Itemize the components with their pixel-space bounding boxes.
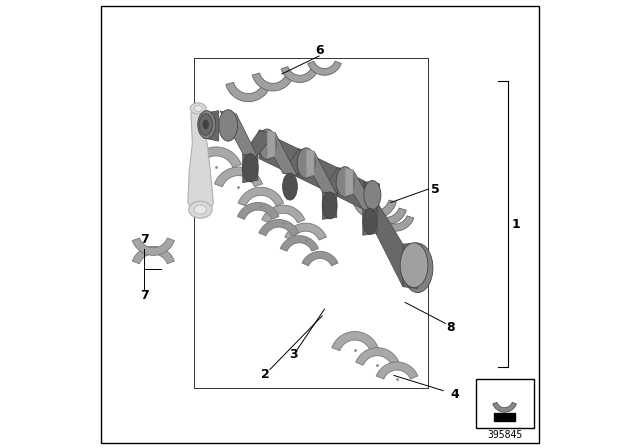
Polygon shape [363,181,380,210]
Ellipse shape [336,167,354,197]
Polygon shape [243,131,275,156]
Polygon shape [298,149,337,196]
Polygon shape [237,202,279,220]
Text: 2: 2 [261,367,269,381]
Ellipse shape [283,173,298,200]
Polygon shape [403,243,418,289]
Ellipse shape [297,148,315,178]
Polygon shape [132,246,174,264]
Polygon shape [332,332,378,351]
Text: 8: 8 [447,321,455,335]
Polygon shape [337,168,364,209]
Ellipse shape [363,208,377,234]
Polygon shape [364,181,403,287]
Ellipse shape [323,192,337,219]
Polygon shape [226,82,271,102]
Polygon shape [363,209,377,235]
Polygon shape [228,111,236,140]
Ellipse shape [203,120,209,129]
Ellipse shape [364,181,381,210]
Polygon shape [259,130,297,176]
Ellipse shape [190,103,206,114]
Polygon shape [356,348,399,365]
Polygon shape [298,149,337,194]
Ellipse shape [194,106,202,111]
Ellipse shape [199,114,212,135]
Polygon shape [281,67,319,82]
Polygon shape [323,168,353,194]
Polygon shape [306,149,314,177]
Ellipse shape [400,243,428,288]
Ellipse shape [243,154,258,182]
Polygon shape [377,216,414,231]
Polygon shape [188,112,213,213]
Ellipse shape [189,201,212,218]
Polygon shape [252,73,294,91]
Polygon shape [308,61,341,75]
Polygon shape [243,154,258,183]
Bar [494,413,515,421]
Ellipse shape [258,129,276,159]
Polygon shape [259,130,298,177]
Polygon shape [376,362,418,379]
Polygon shape [493,402,516,412]
Text: 3: 3 [289,348,298,362]
Ellipse shape [403,243,433,293]
Polygon shape [302,251,338,266]
Bar [476,379,534,428]
Polygon shape [280,236,319,251]
Polygon shape [285,223,326,240]
Text: 1: 1 [512,217,520,231]
Polygon shape [337,168,377,211]
Text: 6: 6 [316,43,324,57]
Polygon shape [238,187,284,206]
Polygon shape [214,167,262,187]
Polygon shape [267,130,275,159]
Ellipse shape [198,111,216,138]
Text: 395845: 395845 [488,430,523,439]
Polygon shape [202,111,219,141]
Polygon shape [366,208,406,225]
Polygon shape [259,220,299,236]
Polygon shape [283,150,314,174]
Ellipse shape [219,110,237,141]
Text: 5: 5 [431,182,440,196]
Polygon shape [353,200,396,219]
Text: 4: 4 [450,388,459,401]
Polygon shape [262,205,305,223]
Polygon shape [323,192,337,220]
Ellipse shape [194,205,207,214]
Polygon shape [345,168,353,196]
Polygon shape [220,111,257,157]
Polygon shape [191,147,241,168]
Text: 7: 7 [140,289,148,302]
Polygon shape [132,238,174,255]
Text: 7: 7 [140,233,148,246]
